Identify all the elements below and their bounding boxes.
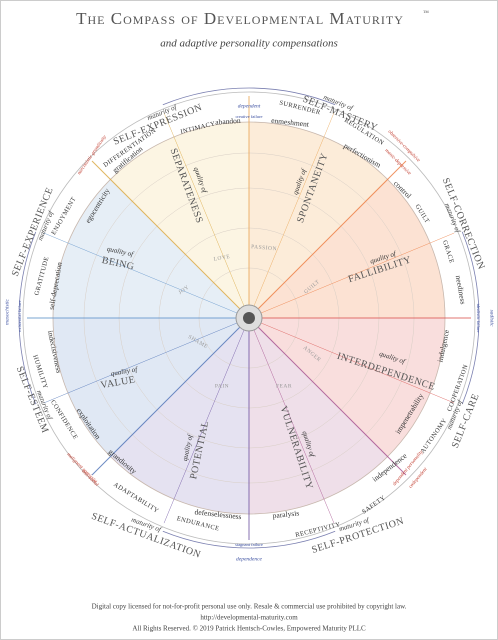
sector	[249, 318, 445, 457]
spoke	[163, 317, 250, 524]
sector	[53, 179, 249, 318]
pole: masochistic	[4, 298, 10, 325]
maturity-arc	[162, 87, 336, 106]
sector	[249, 122, 388, 318]
maturity-arc	[162, 530, 336, 549]
sector	[249, 179, 445, 318]
pole: dependence	[236, 556, 263, 562]
spoke	[248, 317, 335, 524]
spoke	[248, 232, 455, 319]
footer-line: Digital copy licensed for not-for-profit…	[92, 603, 407, 611]
spoke	[248, 317, 407, 476]
hub-core	[243, 312, 255, 324]
spoke	[248, 317, 455, 404]
maturity-arc	[461, 231, 480, 405]
footer-line: All Rights Reserved. © 2019 Patrick Hent…	[132, 625, 366, 633]
spoke	[43, 317, 250, 404]
footer-line: http://developmental-maturity.com	[200, 614, 298, 622]
failure: stagnant failure	[235, 542, 263, 547]
wheel	[18, 87, 480, 549]
emotion: LOVE	[213, 254, 231, 263]
sector	[53, 318, 249, 457]
sector	[110, 318, 249, 514]
pole: sadistic	[489, 310, 495, 327]
emotion: PASSION	[251, 244, 277, 252]
failure: creative failure	[235, 114, 262, 119]
failure: existential failure	[17, 300, 22, 331]
spoke	[163, 112, 250, 319]
compensation: abandon	[215, 116, 241, 127]
spoke	[248, 160, 407, 319]
maturity-arc	[18, 231, 37, 405]
emotion: FEAR	[276, 383, 292, 389]
emotion: PAIN	[215, 383, 229, 389]
spoke	[91, 317, 250, 476]
subtitle: and adaptive personality compensations	[160, 38, 338, 50]
pole: dependent	[238, 103, 261, 109]
emotion: JOY	[178, 284, 191, 296]
trademark: ™	[423, 10, 429, 16]
spoke	[248, 112, 335, 319]
spoke	[43, 232, 250, 319]
compensation: enmeshment	[271, 116, 311, 129]
spoke	[91, 160, 250, 319]
sector	[249, 318, 388, 514]
title: The Compass of Developmental Maturity	[76, 9, 404, 28]
compensation: paralysis	[272, 508, 300, 520]
sector	[110, 122, 249, 318]
failure: idealistic failure	[476, 303, 481, 332]
